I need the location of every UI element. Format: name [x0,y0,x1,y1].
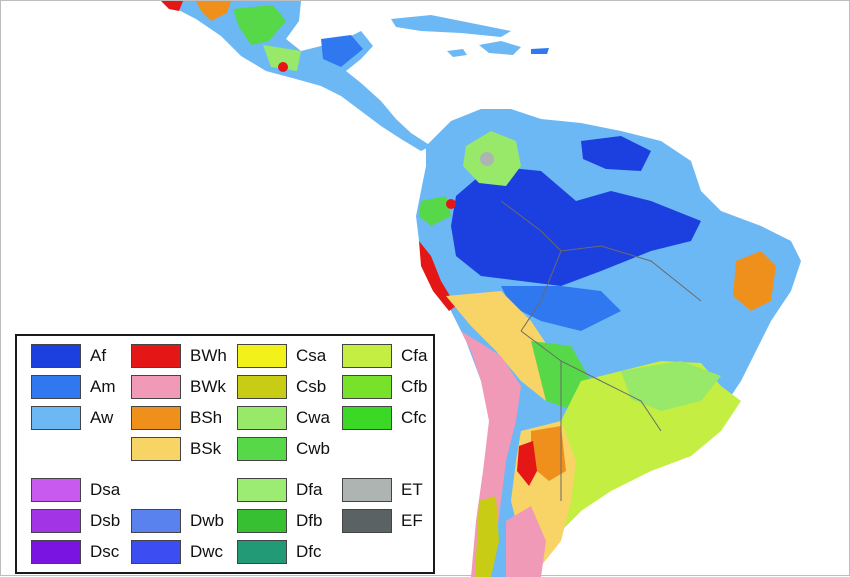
zone-argentina-bwh [517,441,537,486]
legend-swatch [237,509,287,533]
legend-label: BSk [190,439,222,458]
zone-southeast-cfa [546,361,741,531]
legend-label: Csb [296,377,327,396]
zone-southeast-cwa [621,361,721,411]
zone-mexico-bsh [196,1,231,21]
legend-label: Dwc [190,542,224,561]
legend-swatch [342,478,392,502]
legend-swatch [131,375,181,399]
zone-chile-csb [475,496,499,577]
legend-swatch [31,375,81,399]
legend-swatch [31,406,81,430]
zone-puerto-rico [531,48,549,54]
legend-swatch [131,540,181,564]
legend-swatch [237,375,287,399]
zone-brazil-bsh [733,251,776,311]
legend-swatch [31,478,81,502]
legend-label: Cfb [401,377,428,396]
legend-swatch [131,437,181,461]
legend-swatch [31,509,81,533]
zone-mexico-cwb [233,5,286,45]
legend-label: Csa [296,346,327,365]
zone-andes-bsk [446,291,561,401]
legend-label: BWk [190,377,226,396]
legend-swatch [237,344,287,368]
legend-label: ET [401,480,423,499]
legend-label: Dsb [90,511,121,530]
zone-mexico-aw [161,1,431,151]
legend-label: EF [401,511,423,530]
country-borders [500,200,702,501]
legend-swatch [342,375,392,399]
legend-swatch [31,344,81,368]
zone-coast-peru-bwh [419,241,456,311]
legend-label: Af [90,346,107,365]
land-zones [161,1,801,577]
legend-swatch [131,344,181,368]
zone-mexico-am [321,35,363,67]
zone-amazon-am [501,286,621,331]
legend-swatch [342,406,392,430]
zone-cuba [391,15,511,37]
zone-mexico-bwh [161,1,183,11]
legend-swatch [237,540,287,564]
legend-label: BWh [190,346,227,365]
legend-label: Dfc [296,542,322,561]
legend-swatch [342,509,392,533]
legend-swatch [131,406,181,430]
legend-label: Dsc [90,542,120,561]
legend-label: Aw [90,408,114,427]
climate-legend: Af Am Aw BWh BWk BSh BSk Csa Csb Cwa Cwb Cfa Cfb Cfc D… [15,334,435,574]
legend-swatch [31,540,81,564]
legend-swatch [237,406,287,430]
legend-swatch [342,344,392,368]
zone-argentina-bsh [531,426,566,481]
zone-mexico-cwa [263,45,301,71]
zone-andes-north-cwb [419,196,451,226]
zone-patagonia-bwk [506,506,546,577]
zone-amazon-af [451,166,701,286]
zone-guiana-af [581,136,651,171]
zone-andes-bwk [461,331,521,577]
zone-hispaniola [479,41,521,55]
legend-swatch [237,478,287,502]
legend-label: Am [90,377,116,396]
legend-label: Dwb [190,511,225,530]
legend-swatch [237,437,287,461]
legend-label: Dsa [90,480,121,499]
zone-jamaica [447,49,467,57]
legend-label: Cfc [401,408,427,427]
legend-swatch [131,509,181,533]
legend-label: Cwa [296,408,331,427]
legend-label: Dfa [296,480,323,499]
legend-label: Cwb [296,439,331,458]
zone-venezuela-et [480,152,494,166]
zone-andes-north-red [446,199,456,209]
legend-label: Cfa [401,346,428,365]
legend-label: Dfb [296,511,323,530]
zone-mexico-red-dot [278,62,288,72]
legend-label: BSh [190,408,223,427]
